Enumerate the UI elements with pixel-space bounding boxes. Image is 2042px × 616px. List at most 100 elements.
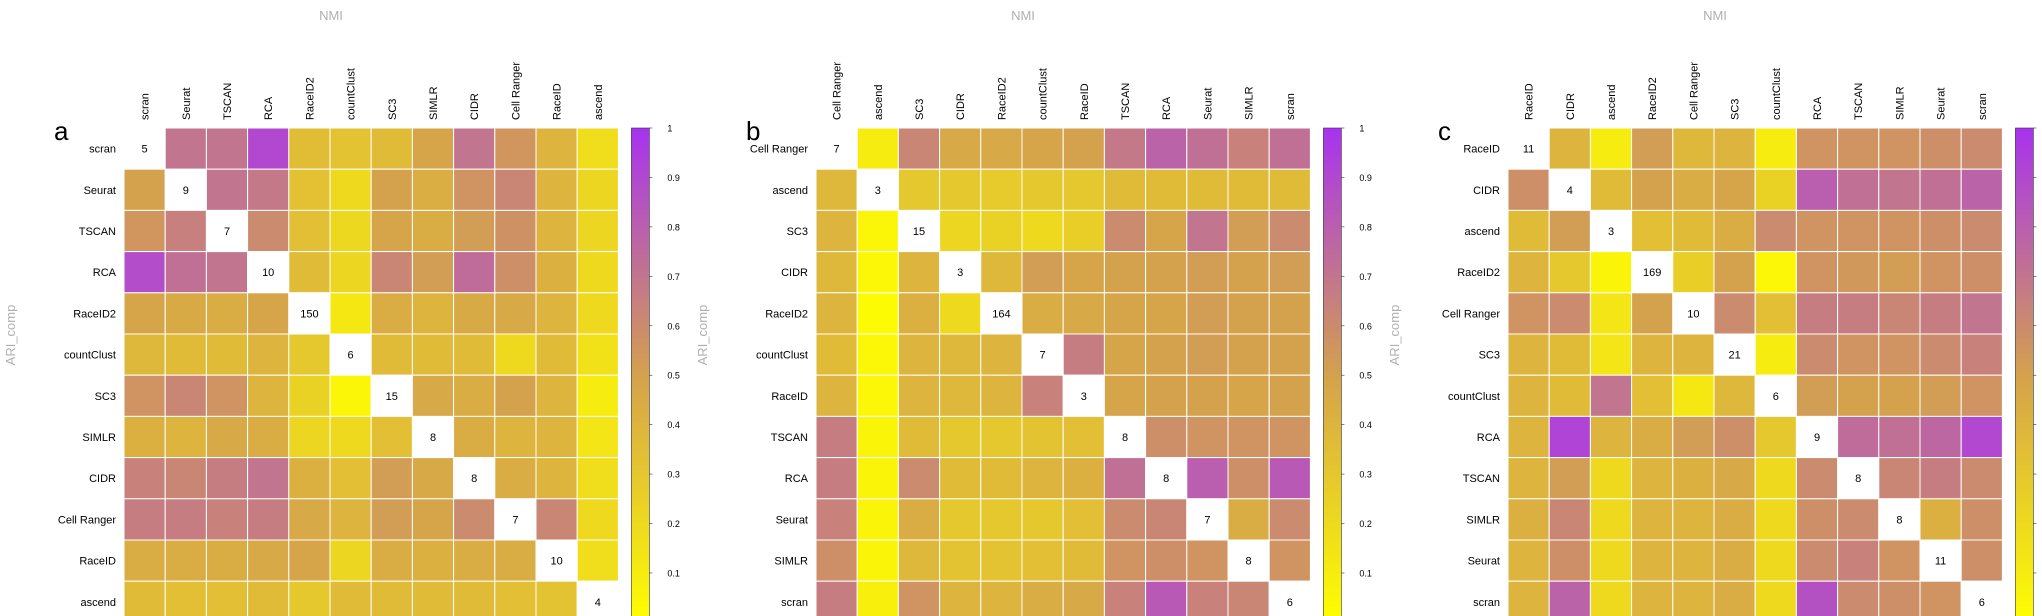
heatmap-cell	[1754, 415, 1797, 459]
row-label: SC3	[95, 391, 116, 403]
heatmap-cell	[123, 498, 166, 541]
heatmap-cell	[1878, 374, 1921, 417]
heatmap-cell	[1227, 168, 1270, 211]
heatmap-cell	[329, 168, 372, 211]
heatmap-cell	[576, 292, 619, 335]
heatmap-cell	[494, 498, 537, 541]
heatmap-cell	[1021, 374, 1064, 417]
heatmap-cell	[370, 251, 413, 294]
colorbar-tick-label: 0.2	[1359, 519, 1372, 529]
heatmap-cell	[1548, 127, 1591, 170]
panel-label: c	[1438, 116, 1451, 146]
heatmap-cell	[164, 457, 207, 500]
heatmap-cell	[1548, 539, 1591, 582]
heatmap-cell	[1227, 415, 1270, 459]
heatmap-cell	[535, 209, 578, 253]
heatmap-cell	[123, 415, 166, 459]
heatmap-cell	[123, 374, 166, 417]
heatmap-cell	[1754, 333, 1797, 376]
heatmap-cell	[1631, 539, 1674, 582]
heatmap-cell	[1507, 374, 1550, 417]
heatmap-cell	[1589, 539, 1633, 582]
heatmap-cell	[1145, 251, 1188, 294]
colorbar-tick-label: 0.8	[667, 222, 680, 232]
heatmap-cell	[288, 498, 331, 541]
heatmap-cell	[1145, 539, 1188, 582]
heatmap-cell	[329, 415, 372, 459]
heatmap-cell	[411, 127, 455, 170]
heatmap-cell	[453, 127, 496, 170]
heatmap-cell	[494, 457, 537, 500]
heatmap-cell	[1062, 292, 1105, 335]
heatmap-cell	[411, 209, 455, 253]
heatmap-cell	[535, 333, 578, 376]
heatmap-cell	[1795, 374, 1839, 417]
heatmap-cell	[1837, 498, 1880, 541]
panel-label: b	[746, 116, 760, 146]
heatmap-cell	[939, 457, 982, 500]
heatmap-cell	[576, 333, 619, 376]
heatmap-cell	[1186, 333, 1229, 376]
heatmap-cell	[897, 292, 941, 335]
heatmap-cell	[1878, 539, 1921, 582]
heatmap-cell	[1631, 209, 1674, 253]
row-label: CIDR	[89, 473, 116, 485]
diagonal-value: 7	[1204, 514, 1210, 526]
colorbar-tick-label: 0.5	[667, 371, 680, 381]
heatmap-cell	[1589, 415, 1633, 459]
diagonal-value: 21	[1728, 350, 1740, 362]
column-label: TSCAN	[222, 83, 234, 120]
heatmap-cell	[1960, 209, 2003, 253]
heatmap-cell	[1919, 209, 1962, 253]
heatmap-cell	[494, 415, 537, 459]
colorbar-tick-label: 1	[1359, 124, 1364, 134]
heatmap-cell	[1507, 168, 1550, 211]
diagonal-value: 7	[512, 514, 518, 526]
heatmap-cell	[856, 333, 899, 376]
heatmap-cell	[1754, 292, 1797, 335]
heatmap-cell	[1960, 580, 2003, 616]
heatmap-cell	[897, 457, 941, 500]
row-label: Cell Ranger	[1442, 308, 1500, 320]
heatmap-cell	[370, 415, 413, 459]
heatmap-cell	[1186, 415, 1229, 459]
heatmap-cell	[1878, 292, 1921, 335]
heatmap-cell	[1631, 292, 1674, 335]
heatmap-cell	[1754, 209, 1797, 253]
heatmap-cell	[205, 333, 249, 376]
column-label: SIMLR	[1244, 86, 1256, 120]
heatmap-cell	[164, 292, 207, 335]
heatmap-cell	[897, 127, 941, 170]
heatmap-cell	[1227, 580, 1270, 616]
colorbar-tick-label: 0.5	[1359, 371, 1372, 381]
heatmap-cell	[288, 333, 331, 376]
heatmap-cell	[247, 292, 290, 335]
heatmap-cell	[1754, 580, 1797, 616]
heatmap-cell	[1672, 457, 1715, 500]
heatmap-cell	[535, 580, 578, 616]
heatmap-cell	[1186, 457, 1229, 500]
row-label: countClust	[64, 350, 116, 362]
heatmap-cell	[329, 292, 372, 335]
heatmap-cell	[1062, 580, 1105, 616]
heatmap-cell	[1919, 374, 1962, 417]
heatmap-cell	[856, 415, 899, 459]
heatmap-cell	[370, 127, 413, 170]
heatmap-cell	[535, 457, 578, 500]
row-label: scran	[781, 597, 808, 609]
heatmap-cell	[1145, 498, 1188, 541]
heatmap-cell	[288, 168, 331, 211]
heatmap-cell	[1960, 415, 2003, 459]
heatmap-cell	[1672, 209, 1715, 253]
heatmap-cell	[164, 374, 207, 417]
heatmap-cell	[411, 333, 455, 376]
heatmap-cell	[411, 415, 455, 459]
heatmap-cell	[411, 580, 455, 616]
colorbar	[631, 127, 650, 616]
row-label: scran	[89, 144, 116, 156]
diagonal-value: 7	[224, 226, 230, 238]
heatmap-cell	[123, 333, 166, 376]
colorbar-tick-label: 0.7	[667, 272, 680, 282]
column-label: Cell Ranger	[1688, 62, 1700, 120]
